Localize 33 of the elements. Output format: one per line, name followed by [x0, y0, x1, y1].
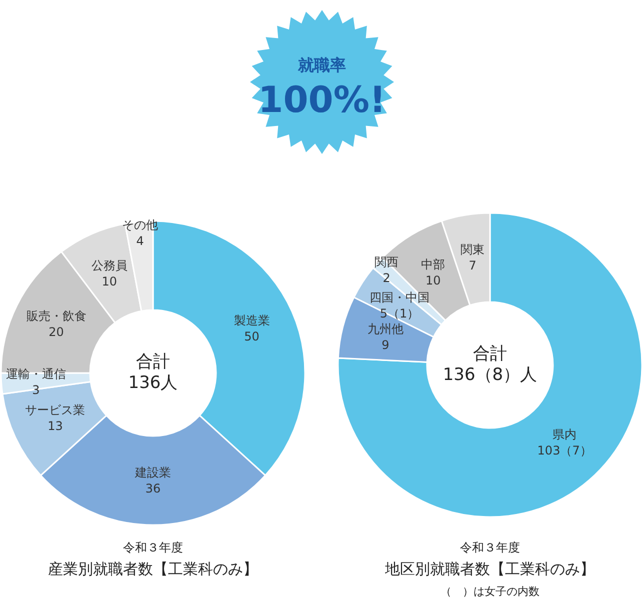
slice-label: 建設業 [134, 465, 171, 480]
text: 地区別就職者数【工業科のみ】 [384, 560, 595, 578]
data-label: 7 [468, 258, 476, 273]
slice-label: 県内 [552, 427, 577, 442]
slice-label: 中部 [421, 257, 446, 272]
slice-label: 関東 [460, 242, 485, 257]
data-label: 4 [136, 234, 144, 248]
data-label: 10 [426, 273, 441, 288]
slice-label: 運輸・通信 [6, 366, 66, 381]
slice-label: 公務員 [91, 258, 128, 272]
slice-label: 販売・飲食 [26, 309, 86, 324]
data-label: 13 [48, 419, 63, 434]
data-label: 10 [102, 274, 118, 288]
text: 合計 136人 [128, 352, 178, 394]
text: 産業別就職者数【工業科のみ】 [48, 560, 258, 578]
data-label: 9 [382, 338, 390, 352]
data-label: 36 [145, 481, 161, 496]
text: 就職率 [297, 55, 346, 74]
text: 令和３年度 [460, 540, 520, 554]
text: 合計 136（8）人 [442, 344, 538, 386]
slice-label: 製造業 [234, 314, 270, 328]
text: （ ）は女子の内数 [440, 585, 540, 598]
data-label: 20 [48, 325, 64, 340]
data-label: 2 [382, 270, 390, 285]
data-label: 50 [244, 330, 260, 344]
text: 令和３年度 [123, 540, 183, 554]
text: 100%! [258, 80, 386, 121]
data-label: 103（7） [537, 443, 592, 458]
data-label: 3 [32, 382, 40, 397]
slice-label: 関西 [374, 254, 399, 269]
slice-label: 四国・中国 [370, 290, 430, 304]
slice-label: 九州他 [367, 322, 404, 336]
slice-label: サービス業 [25, 403, 86, 418]
